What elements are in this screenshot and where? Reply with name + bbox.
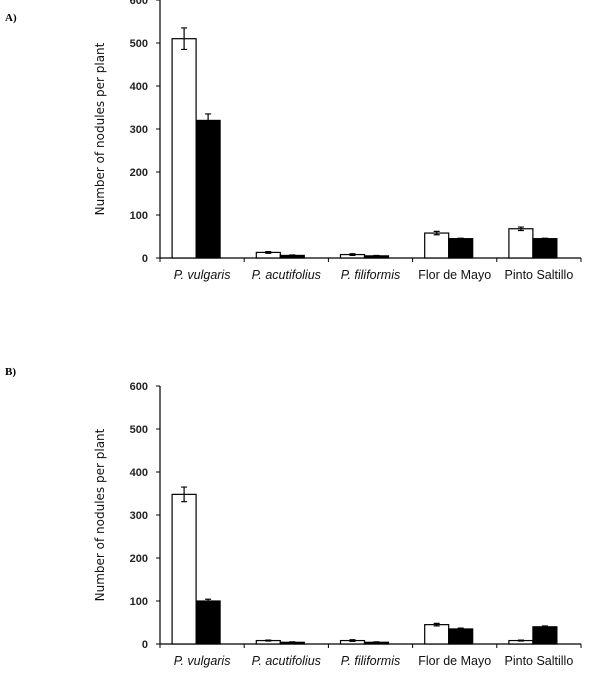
y-tick-label: 500: [130, 38, 148, 50]
y-tick-label: 0: [142, 253, 148, 265]
y-tick-label: 100: [130, 210, 148, 222]
bar-series2: [532, 626, 558, 645]
category-label: Pinto Saltillo: [505, 654, 574, 668]
category-label: P. filiformis: [341, 268, 401, 282]
error-bar: [289, 254, 296, 257]
bar-series2: [195, 600, 221, 645]
error-bar: [265, 250, 272, 254]
error-bar: [265, 639, 272, 642]
error-bar: [205, 113, 212, 128]
error-bar: [517, 639, 524, 642]
error-bar: [457, 627, 464, 631]
panel-label-a: A): [5, 12, 17, 24]
category-label: P. vulgaris: [174, 268, 231, 282]
bar-series1: [424, 624, 450, 645]
error-bar: [349, 253, 356, 257]
y-tick-label: 300: [130, 510, 148, 522]
error-bar: [433, 230, 440, 236]
y-axis-label: Number of nodules per plant: [93, 428, 107, 601]
y-tick-label: 300: [130, 124, 148, 136]
category-label: P. filiformis: [341, 654, 401, 668]
category-label: Flor de Mayo: [418, 654, 491, 668]
bar-series2: [448, 238, 474, 259]
error-bar: [289, 641, 296, 644]
error-bar: [181, 27, 188, 51]
error-bar: [349, 639, 356, 643]
bar-series1: [424, 232, 450, 259]
y-tick-label: 100: [130, 596, 148, 608]
panel-label-b: B): [5, 366, 16, 378]
error-bar: [373, 254, 380, 257]
category-label: P. acutifolius: [252, 654, 321, 668]
error-bar: [457, 237, 464, 240]
bar-series2: [448, 628, 474, 645]
error-bar: [373, 641, 380, 644]
error-bar: [433, 622, 440, 627]
bar-series1: [508, 228, 534, 259]
category-label: P. vulgaris: [174, 654, 231, 668]
y-tick-label: 400: [130, 467, 148, 479]
error-bar: [517, 226, 524, 232]
bar-series1: [171, 493, 197, 645]
y-tick-label: 600: [130, 0, 148, 7]
bar-series2: [195, 119, 221, 259]
y-tick-label: 500: [130, 424, 148, 436]
y-tick-label: 400: [130, 81, 148, 93]
y-tick-label: 200: [130, 167, 148, 179]
bar-series1: [171, 38, 197, 259]
category-label: P. acutifolius: [252, 268, 321, 282]
y-axis-label: Number of nodules per plant: [93, 42, 107, 215]
y-tick-label: 200: [130, 553, 148, 565]
y-tick-label: 0: [142, 639, 148, 651]
chart-b: Number of nodules per plant 0 100 200 300 400…: [93, 381, 582, 668]
category-label: Flor de Mayo: [418, 268, 491, 282]
error-bar: [181, 486, 188, 503]
error-bar: [541, 237, 548, 240]
y-tick-label: 600: [130, 381, 148, 393]
error-bar: [205, 598, 212, 604]
chart-a: Number of nodules per plant 0 100 200 300 400…: [93, 0, 582, 282]
bar-series2: [532, 238, 558, 259]
category-label: Pinto Saltillo: [505, 268, 574, 282]
error-bar: [541, 625, 548, 629]
